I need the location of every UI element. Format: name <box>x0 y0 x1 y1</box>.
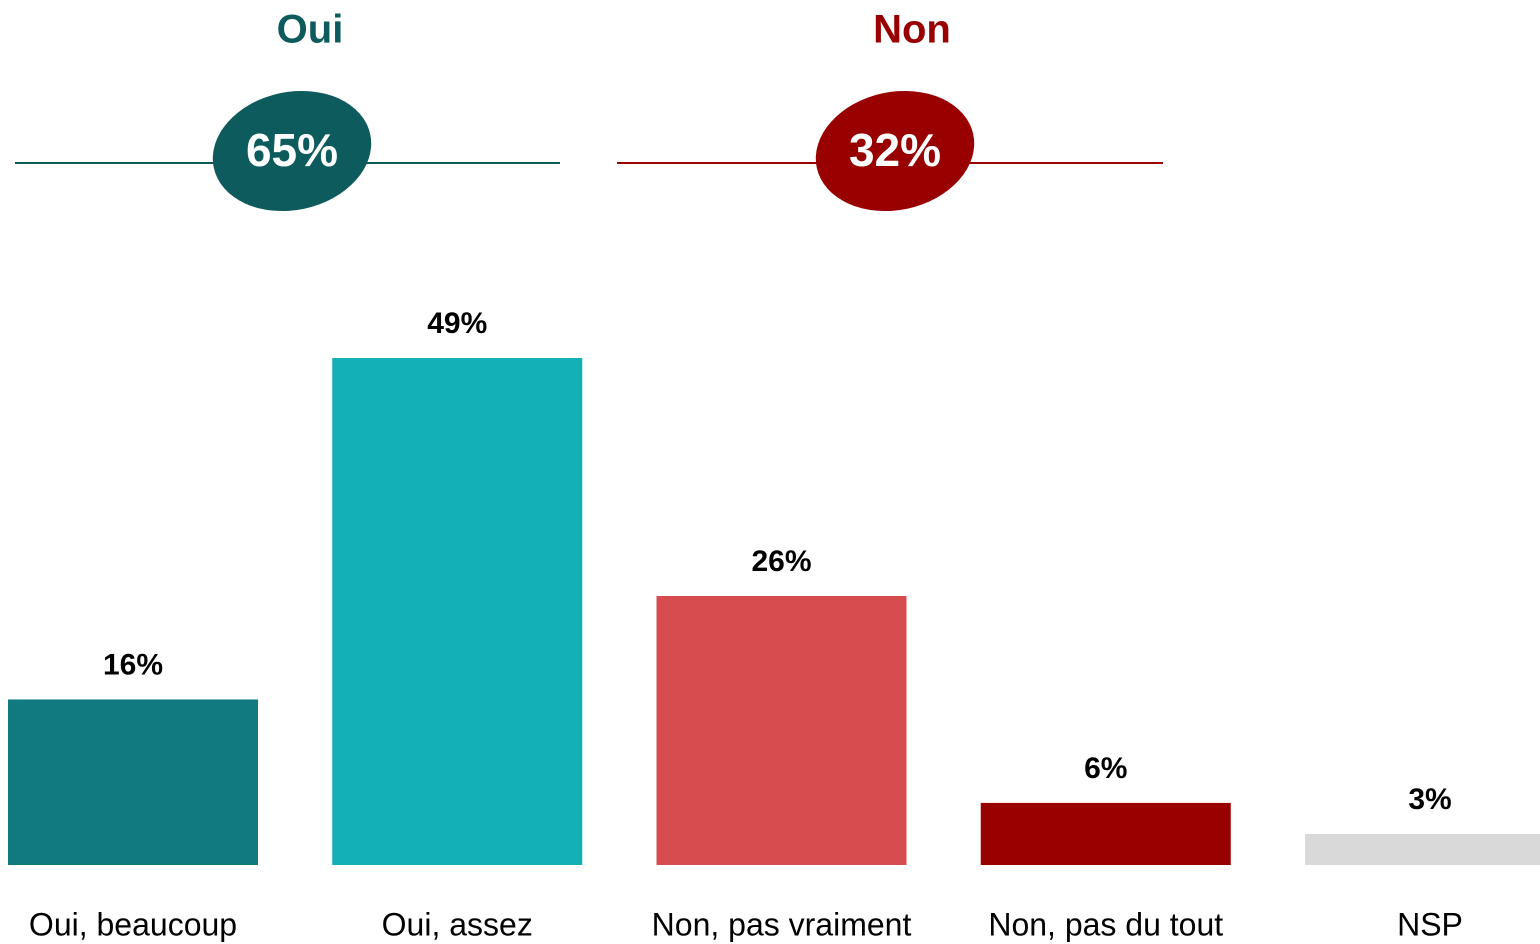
category-label: Non, pas du tout <box>988 906 1223 942</box>
group-badge <box>212 90 372 212</box>
category-label: Non, pas vraiment <box>652 906 912 942</box>
group-title: Oui <box>277 8 344 52</box>
value-label: 26% <box>751 545 811 578</box>
bar <box>1305 833 1540 865</box>
bar <box>8 699 258 865</box>
value-label: 3% <box>1408 783 1451 816</box>
category-label: NSP <box>1397 906 1463 942</box>
value-label: 6% <box>1084 752 1127 785</box>
group-badge <box>815 90 975 212</box>
value-label: 49% <box>427 307 487 340</box>
bar <box>656 595 907 865</box>
value-label: 16% <box>103 648 163 681</box>
category-label: Oui, assez <box>382 906 533 942</box>
group-value: 32% <box>849 124 941 176</box>
bar <box>332 358 583 865</box>
group-value: 65% <box>246 124 338 176</box>
bar <box>980 802 1231 865</box>
group-title: Non <box>873 8 951 52</box>
category-label: Oui, beaucoup <box>29 906 237 942</box>
